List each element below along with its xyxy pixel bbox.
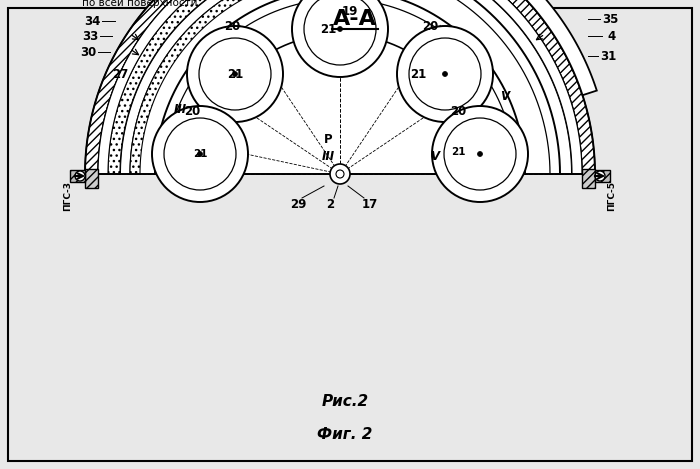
Text: 20: 20 xyxy=(184,105,200,118)
Circle shape xyxy=(164,118,236,190)
Circle shape xyxy=(397,26,493,122)
Text: 34: 34 xyxy=(84,15,100,28)
Circle shape xyxy=(442,71,447,76)
Text: ПГС-5: ПГС-5 xyxy=(608,181,617,211)
Circle shape xyxy=(199,38,271,110)
Circle shape xyxy=(432,106,528,202)
Polygon shape xyxy=(130,0,323,174)
Text: 29: 29 xyxy=(290,197,306,211)
Text: P: P xyxy=(323,133,332,145)
Text: III: III xyxy=(321,150,335,162)
Text: 31: 31 xyxy=(600,50,616,62)
Text: V: V xyxy=(500,90,510,103)
Polygon shape xyxy=(98,0,300,174)
Text: 35: 35 xyxy=(602,13,618,25)
Text: Фиг. 2: Фиг. 2 xyxy=(317,426,372,441)
Text: 19: 19 xyxy=(342,5,358,17)
Text: А-А: А-А xyxy=(333,9,377,29)
Text: ПГС-3: ПГС-3 xyxy=(64,181,73,211)
Text: 17: 17 xyxy=(362,197,378,211)
Polygon shape xyxy=(70,170,85,182)
Text: 20: 20 xyxy=(450,105,466,118)
Text: 2: 2 xyxy=(326,197,334,211)
Circle shape xyxy=(477,151,482,157)
Polygon shape xyxy=(108,0,302,174)
Text: 21: 21 xyxy=(193,149,207,159)
Polygon shape xyxy=(435,0,597,95)
Circle shape xyxy=(304,0,376,65)
Polygon shape xyxy=(85,169,98,188)
Circle shape xyxy=(330,164,350,184)
Circle shape xyxy=(197,151,202,157)
Circle shape xyxy=(152,106,248,202)
Text: 21: 21 xyxy=(227,68,243,81)
Text: 27: 27 xyxy=(112,68,128,81)
Polygon shape xyxy=(595,170,610,182)
Circle shape xyxy=(337,27,342,31)
Text: 21: 21 xyxy=(410,68,426,81)
Text: V: V xyxy=(430,150,440,162)
Circle shape xyxy=(75,171,85,181)
Text: по всей поверхности: по всей поверхности xyxy=(82,0,197,8)
Circle shape xyxy=(187,26,283,122)
Text: 33: 33 xyxy=(82,30,98,43)
Text: 4: 4 xyxy=(608,30,616,43)
Circle shape xyxy=(595,171,605,181)
Polygon shape xyxy=(85,0,595,174)
Circle shape xyxy=(232,71,237,76)
Circle shape xyxy=(336,170,344,178)
Text: 20: 20 xyxy=(422,20,438,32)
Text: 21: 21 xyxy=(320,23,336,36)
Text: 21: 21 xyxy=(451,147,466,157)
Polygon shape xyxy=(582,169,595,188)
Polygon shape xyxy=(85,0,595,174)
Text: 30: 30 xyxy=(80,45,96,59)
Circle shape xyxy=(292,0,388,77)
Circle shape xyxy=(444,118,516,190)
Text: 20: 20 xyxy=(224,20,240,32)
Text: Рис.2: Рис.2 xyxy=(321,393,369,408)
Polygon shape xyxy=(380,0,582,174)
Text: III: III xyxy=(174,103,187,115)
Circle shape xyxy=(409,38,481,110)
